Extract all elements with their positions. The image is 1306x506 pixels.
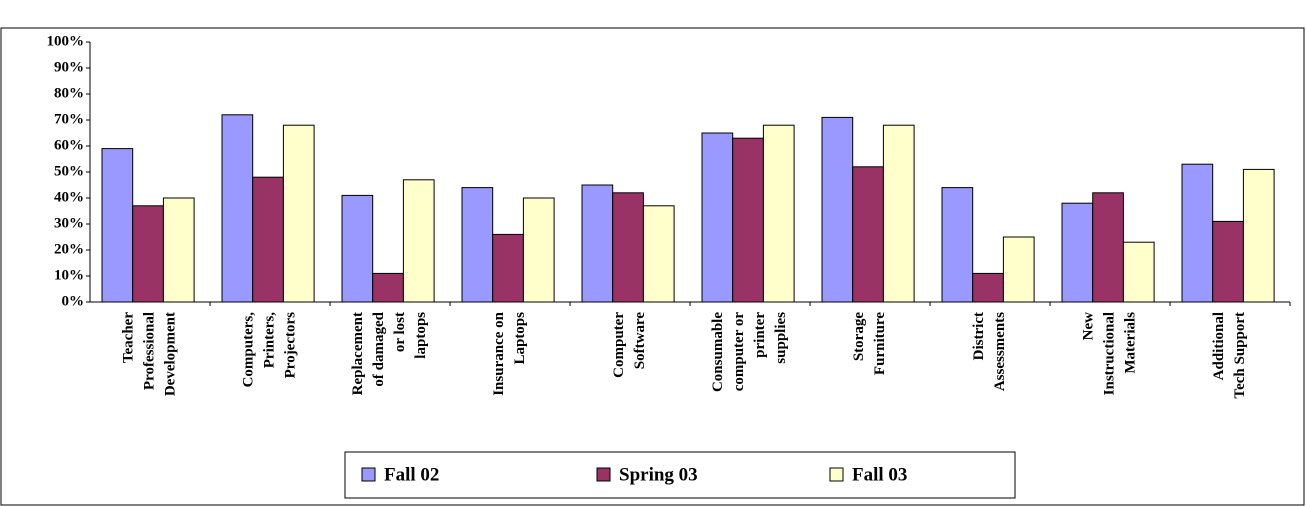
- bar: [252, 176, 284, 303]
- x-tick-label: New: [1080, 312, 1096, 340]
- y-tick-label: 90%: [54, 59, 84, 75]
- bar: [642, 205, 675, 303]
- bar: [341, 194, 374, 303]
- bar: [941, 187, 974, 303]
- bar: [1242, 168, 1275, 303]
- bar: [282, 124, 315, 303]
- bar: [522, 197, 555, 303]
- bar: [492, 233, 524, 303]
- x-tick-label: printer: [752, 312, 768, 358]
- y-tick-label: 80%: [54, 85, 84, 101]
- x-tick-label: of damaged: [371, 311, 387, 386]
- y-tick-label: 30%: [54, 215, 84, 231]
- bar: [762, 124, 795, 303]
- bar: [732, 137, 764, 303]
- bar: [1061, 202, 1094, 303]
- x-tick-label: laptops: [413, 312, 429, 359]
- x-tick-label: District: [971, 312, 987, 360]
- x-tick-label: computer or: [731, 312, 747, 392]
- x-tick-label: Development: [162, 312, 178, 396]
- legend-label: Spring 03: [619, 464, 698, 485]
- y-tick-label: 70%: [54, 111, 84, 127]
- bar: [612, 192, 644, 303]
- bar: [461, 187, 494, 303]
- x-tick-label: Projectors: [282, 312, 298, 379]
- x-tick-label: Instructional: [1101, 312, 1117, 395]
- bar: [882, 124, 915, 303]
- bar: [581, 184, 614, 303]
- bar: [1181, 163, 1214, 303]
- x-tick-label: supplies: [773, 312, 789, 364]
- x-tick-label: Professional: [141, 312, 157, 390]
- legend-label: Fall 03: [852, 464, 907, 485]
- bar: [132, 205, 164, 303]
- y-tick-label: 10%: [54, 267, 84, 283]
- x-tick-label: Teacher: [120, 312, 136, 363]
- bar: [162, 197, 195, 303]
- x-tick-label: Computers,: [240, 312, 256, 388]
- x-tick-label: or lost: [392, 312, 408, 352]
- y-tick-label: 100%: [47, 33, 85, 49]
- legend-swatch: [596, 467, 611, 482]
- x-tick-label: Materials: [1122, 312, 1138, 374]
- x-tick-label: Furniture: [872, 312, 888, 375]
- bar: [1002, 236, 1035, 303]
- x-tick-label: Laptops: [512, 312, 528, 365]
- bar: [101, 148, 134, 303]
- bar: [701, 132, 734, 303]
- bar: [402, 179, 435, 303]
- x-tick-label: Insurance on: [491, 311, 507, 395]
- y-tick-label: 20%: [54, 241, 84, 257]
- legend-box: [344, 451, 1016, 499]
- bar: [1212, 220, 1244, 303]
- x-tick-label: Consumable: [710, 312, 726, 392]
- x-tick-label: Printers,: [261, 312, 277, 368]
- x-tick-label: Computer: [611, 312, 627, 378]
- y-tick-label: 40%: [54, 189, 84, 205]
- bar: [821, 116, 854, 303]
- x-tick-label: Additional: [1211, 312, 1227, 380]
- x-tick-label: Tech Support: [1232, 312, 1248, 399]
- bar: [372, 272, 404, 303]
- legend-label: Fall 02: [384, 464, 439, 485]
- bar: [1092, 192, 1124, 303]
- y-tick-label: 0%: [62, 293, 85, 309]
- x-tick-label: Replacement: [350, 312, 366, 395]
- x-tick-label: Storage: [851, 312, 867, 361]
- x-tick-label: Assessments: [992, 312, 1008, 391]
- x-tick-label: Software: [632, 312, 648, 370]
- legend-swatch: [829, 467, 844, 482]
- bar: [972, 272, 1004, 303]
- y-tick-label: 60%: [54, 137, 84, 153]
- bar: [221, 114, 254, 303]
- bar: [1122, 241, 1155, 303]
- legend-swatch: [361, 467, 376, 482]
- bar: [852, 166, 884, 303]
- y-tick-label: 50%: [54, 163, 84, 179]
